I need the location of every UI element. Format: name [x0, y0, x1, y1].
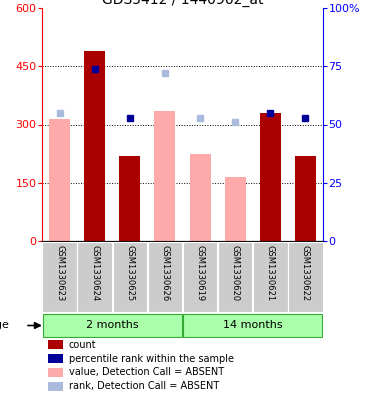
Bar: [295, 156, 316, 241]
Bar: [84, 51, 105, 241]
Bar: [183, 314, 322, 337]
Text: 14 months: 14 months: [223, 321, 283, 331]
Text: GSM1330620: GSM1330620: [231, 244, 240, 301]
Bar: [112, 242, 147, 312]
Text: count: count: [69, 340, 96, 350]
Bar: [47, 368, 63, 377]
Bar: [42, 242, 77, 312]
Text: GSM1330624: GSM1330624: [90, 244, 99, 301]
Text: percentile rank within the sample: percentile rank within the sample: [69, 354, 234, 364]
Bar: [47, 340, 63, 349]
Bar: [49, 119, 70, 241]
Bar: [47, 382, 63, 391]
Bar: [47, 354, 63, 363]
Bar: [43, 314, 182, 337]
Bar: [260, 113, 281, 241]
Bar: [218, 242, 253, 312]
Bar: [77, 242, 112, 312]
Text: GSM1330626: GSM1330626: [161, 244, 169, 301]
Text: GSM1330619: GSM1330619: [196, 244, 204, 301]
Text: age: age: [0, 321, 9, 331]
Text: GSM1330621: GSM1330621: [266, 244, 275, 301]
Bar: [154, 111, 176, 241]
Bar: [288, 242, 323, 312]
Text: value, Detection Call = ABSENT: value, Detection Call = ABSENT: [69, 367, 224, 377]
Bar: [148, 242, 182, 312]
Bar: [253, 242, 288, 312]
Text: GSM1330622: GSM1330622: [301, 244, 310, 301]
Bar: [183, 242, 217, 312]
Text: GSM1330625: GSM1330625: [125, 244, 134, 301]
Title: GDS5412 / 1440962_at: GDS5412 / 1440962_at: [102, 0, 263, 7]
Text: 2 months: 2 months: [86, 321, 139, 331]
Text: rank, Detection Call = ABSENT: rank, Detection Call = ABSENT: [69, 381, 219, 391]
Bar: [225, 177, 246, 241]
Bar: [189, 154, 211, 241]
Text: GSM1330623: GSM1330623: [55, 244, 64, 301]
Bar: [119, 156, 140, 241]
